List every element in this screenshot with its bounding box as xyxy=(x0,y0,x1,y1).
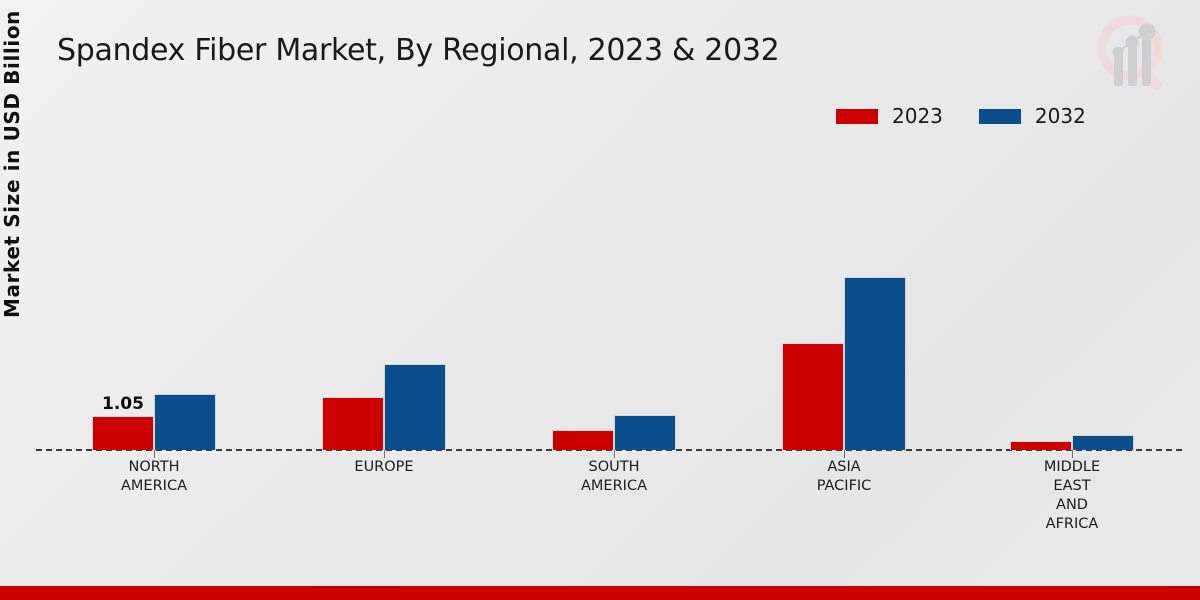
x-axis-baseline xyxy=(36,449,1182,451)
bar-2032-europe[interactable] xyxy=(384,364,446,450)
bottom-accent-strip xyxy=(0,586,1200,600)
x-axis-tick xyxy=(614,450,615,458)
x-axis-category-label: NORTH AMERICA xyxy=(121,459,187,494)
bar-group: SOUTH AMERICA xyxy=(504,190,724,494)
x-axis-tick xyxy=(1072,450,1073,458)
legend-item-2032[interactable]: 2032 xyxy=(978,104,1086,128)
x-axis-tick xyxy=(844,450,845,458)
bar-2023-south-america[interactable] xyxy=(552,430,614,450)
bar-2032-south-america[interactable] xyxy=(614,415,676,450)
x-axis-tick xyxy=(154,450,155,458)
bar-2023-asia-pacific[interactable] xyxy=(782,343,844,450)
x-axis-tick xyxy=(384,450,385,458)
legend-label-2032: 2032 xyxy=(1034,104,1086,128)
bar-2023-north-america[interactable]: 1.05 xyxy=(92,394,154,450)
legend-swatch-2023 xyxy=(836,108,878,124)
x-axis-category-label: ASIA PACIFIC xyxy=(816,459,872,494)
legend-swatch-2032 xyxy=(978,108,1021,124)
bar-2023-europe[interactable] xyxy=(322,397,384,450)
bar-value-label: 1.05 xyxy=(102,394,144,414)
bar-group: ASIA PACIFIC xyxy=(734,190,954,494)
bar-group: MIDDLE EAST AND AFRICA xyxy=(962,190,1182,532)
bar-2023-middle-east-and-africa[interactable] xyxy=(1010,441,1072,450)
chart-legend: 2023 2032 xyxy=(836,104,1086,128)
x-axis-category-label: SOUTH AMERICA xyxy=(581,459,647,494)
x-axis-category-label: EUROPE xyxy=(354,459,414,475)
bar-group: 1.05 NORTH AMERICA xyxy=(44,190,264,494)
legend-label-2023: 2023 xyxy=(892,104,943,128)
bar-2032-middle-east-and-africa[interactable] xyxy=(1072,435,1134,450)
bar-2032-north-america[interactable] xyxy=(154,394,216,450)
bar-2032-asia-pacific[interactable] xyxy=(844,277,906,450)
market-research-logo-icon xyxy=(1097,15,1163,90)
page-title: Spandex Fiber Market, By Regional, 2023 … xyxy=(57,33,780,68)
x-axis-category-label: MIDDLE EAST AND AFRICA xyxy=(1043,459,1101,532)
legend-item-2023[interactable]: 2023 xyxy=(836,104,943,128)
bar-group: EUROPE xyxy=(274,190,494,475)
